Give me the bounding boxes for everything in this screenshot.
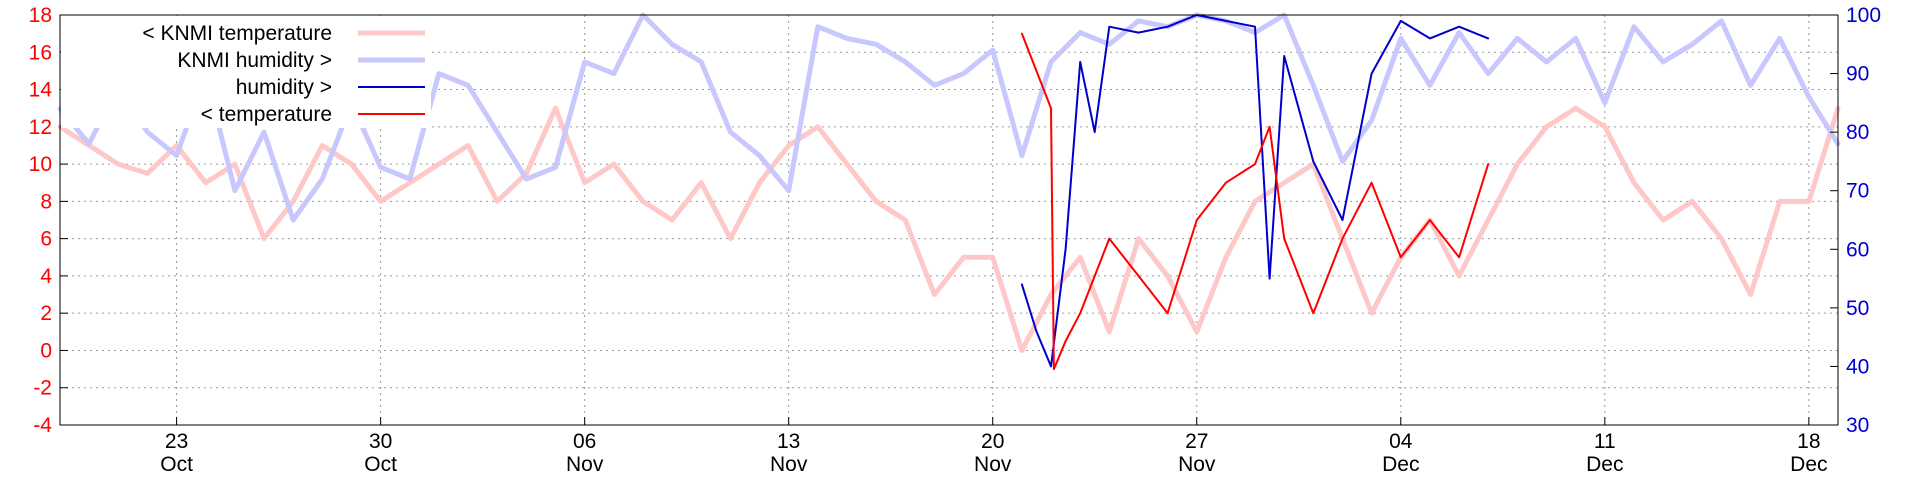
right-tick-label: 70 bbox=[1846, 180, 1869, 203]
x-tick-day: 27 bbox=[1185, 430, 1208, 453]
x-tick-day: 30 bbox=[369, 430, 392, 453]
right-tick-label: 30 bbox=[1846, 414, 1869, 437]
legend: < KNMI temperature KNMI humidity > humidit… bbox=[61, 16, 431, 128]
right-tick-label: 50 bbox=[1846, 297, 1869, 320]
left-tick-label: 18 bbox=[29, 4, 52, 27]
left-tick-label: -4 bbox=[33, 414, 52, 437]
x-tick-day: 23 bbox=[165, 430, 188, 453]
legend-label: humidity > bbox=[236, 76, 332, 99]
x-tick-day: 06 bbox=[573, 430, 596, 453]
right-tick-label: 90 bbox=[1846, 63, 1869, 86]
x-tick-day: 20 bbox=[981, 430, 1004, 453]
x-tick-day: 13 bbox=[777, 430, 800, 453]
right-tick-label: 80 bbox=[1846, 121, 1869, 144]
series-line-3 bbox=[1020, 14, 1490, 368]
x-tick-month: Dec bbox=[1586, 453, 1623, 476]
series-line-1 bbox=[57, 105, 1841, 353]
left-tick-label: 2 bbox=[40, 302, 52, 325]
legend-label: KNMI humidity > bbox=[177, 49, 332, 72]
plot-frame bbox=[59, 14, 1839, 426]
right-tick-label: 100 bbox=[1846, 4, 1881, 27]
right-tick-label: 60 bbox=[1846, 238, 1869, 261]
left-tick-label: 0 bbox=[40, 339, 52, 362]
series-line-4 bbox=[1020, 32, 1490, 371]
right-tick-label: 40 bbox=[1846, 355, 1869, 378]
left-tick-label: 12 bbox=[29, 116, 52, 139]
legend-label: < temperature bbox=[201, 103, 332, 126]
x-tick-month: Oct bbox=[364, 453, 397, 476]
left-tick-label: 14 bbox=[29, 79, 53, 102]
legend-label: < KNMI temperature bbox=[142, 22, 332, 45]
x-tick-day: 18 bbox=[1797, 430, 1820, 453]
left-tick-label: 6 bbox=[40, 228, 52, 251]
x-tick-month: Nov bbox=[1178, 453, 1216, 476]
left-tick-label: -2 bbox=[33, 377, 52, 400]
x-tick-day: 04 bbox=[1389, 430, 1413, 453]
x-tick-month: Nov bbox=[566, 453, 604, 476]
left-tick-label: 8 bbox=[40, 190, 52, 213]
x-tick-day: 11 bbox=[1594, 430, 1616, 453]
x-tick-month: Dec bbox=[1790, 453, 1827, 476]
x-tick-month: Dec bbox=[1382, 453, 1419, 476]
x-tick-month: Nov bbox=[770, 453, 808, 476]
left-tick-label: 10 bbox=[29, 153, 52, 176]
left-tick-label: 16 bbox=[29, 41, 52, 64]
left-tick-label: 4 bbox=[40, 265, 52, 288]
x-tick-month: Nov bbox=[974, 453, 1012, 476]
axis-layer: -4-20246810121416183040506070809010023Oc… bbox=[29, 4, 1881, 476]
x-tick-month: Oct bbox=[160, 453, 193, 476]
